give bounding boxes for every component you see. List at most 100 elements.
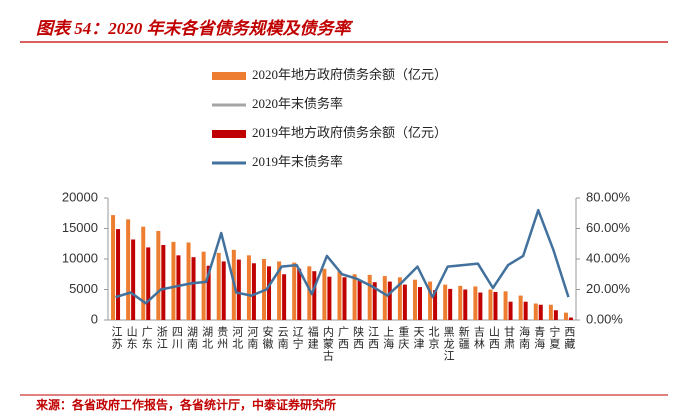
x-tick-label: 内蒙古 [321, 325, 334, 362]
bar [141, 226, 146, 320]
bar [236, 259, 241, 320]
bar [176, 255, 181, 320]
x-tick-label: 云南 [276, 326, 289, 350]
y2-tick-label: 60.00% [586, 220, 631, 235]
legend-swatch [212, 130, 246, 138]
bar [201, 251, 206, 320]
y2-tick-label: 0.00% [586, 311, 623, 326]
bar [372, 282, 377, 320]
x-tick-label: 西藏 [563, 326, 576, 350]
bar [433, 290, 438, 320]
bar [387, 281, 392, 320]
bar [327, 276, 332, 320]
bar [428, 281, 433, 320]
bar [221, 261, 226, 320]
bar [267, 266, 272, 320]
bar [186, 242, 191, 320]
bar [412, 279, 417, 320]
bar [146, 247, 151, 320]
bar [563, 312, 568, 320]
y-tick-label: 0 [91, 311, 98, 326]
legend-label: 2020年地方政府债务余额（亿元） [252, 67, 447, 82]
x-tick-label: 黑龙江 [442, 326, 455, 362]
y-tick-label: 15000 [62, 220, 98, 235]
x-tick-label: 宁夏 [548, 325, 561, 350]
bar [282, 274, 287, 320]
bar [533, 303, 538, 320]
bar [292, 262, 297, 320]
x-tick-label: 甘肃 [503, 326, 516, 350]
chart-title: 图表 54：2020 年末各省债务规模及债务率 [36, 19, 353, 38]
x-tick-label: 江西 [367, 326, 380, 350]
x-tick-label: 山西 [487, 326, 500, 350]
y-tick-label: 10000 [62, 250, 98, 265]
x-tick-label: 湖北 [201, 326, 214, 350]
x-tick-label: 江苏 [110, 326, 123, 350]
bar [488, 289, 493, 320]
x-tick-label: 天津 [412, 326, 425, 350]
y2-tick-label: 40.00% [586, 250, 631, 265]
bar [397, 277, 402, 320]
bar [568, 317, 573, 320]
legend-label: 2019年末债务率 [252, 154, 343, 169]
bar [337, 271, 342, 320]
bar [191, 257, 196, 320]
legend-label: 2020年末债务率 [252, 96, 343, 111]
bar [156, 230, 161, 320]
x-tick-label: 青海 [533, 326, 546, 350]
bar [342, 277, 347, 320]
legend-swatch [212, 72, 246, 80]
bar [322, 268, 327, 320]
bar [251, 263, 256, 320]
bar [131, 239, 136, 320]
bar [448, 288, 453, 320]
bar [312, 271, 317, 320]
source: 来源：各省政府工作报告，各省统计厅，中泰证券研究所 [35, 397, 336, 412]
x-tick-label: 四川 [170, 326, 183, 350]
bar [538, 304, 543, 320]
bar [402, 284, 407, 320]
bar [307, 266, 312, 320]
x-tick-label: 贵州 [216, 326, 229, 350]
bar [548, 304, 553, 320]
x-tick-label: 浙江 [155, 326, 168, 350]
bar [206, 265, 211, 320]
bar [357, 280, 362, 320]
x-tick-label: 河北 [231, 326, 244, 350]
x-tick-label: 辽宁 [291, 326, 304, 350]
y-tick-label: 5000 [69, 281, 98, 296]
bar [367, 274, 372, 320]
bar [518, 295, 523, 320]
x-tick-label: 安徽 [261, 325, 274, 350]
x-tick-label: 新疆 [457, 325, 470, 350]
y2-tick-label: 20.00% [586, 281, 631, 296]
bar [523, 301, 528, 320]
bar [443, 284, 448, 320]
line-series [115, 208, 570, 305]
bar [171, 241, 176, 320]
legend-label: 2019年地方政府债务余额（亿元） [252, 125, 447, 140]
bar [216, 252, 221, 320]
bar [503, 291, 508, 320]
y-tick-label: 20000 [62, 189, 98, 204]
bar [277, 261, 282, 320]
y2-tick-label: 80.00% [586, 189, 631, 204]
x-tick-label: 陕西 [352, 325, 365, 350]
x-tick-label: 广东 [140, 326, 153, 350]
x-tick-label: 广西 [336, 326, 349, 350]
x-tick-label: 吉林 [472, 326, 485, 350]
x-tick-label: 福建 [306, 325, 319, 350]
bar [161, 244, 166, 320]
bar [246, 255, 251, 320]
bar [352, 274, 357, 320]
bar [508, 301, 513, 320]
bar [382, 276, 387, 320]
bar [116, 229, 121, 320]
x-tick-label: 山东 [125, 326, 138, 350]
bar [473, 286, 478, 320]
bar [493, 291, 498, 320]
x-tick-label: 上海 [382, 326, 395, 350]
x-tick-label: 海南 [518, 325, 531, 350]
x-tick-label: 湖南 [186, 326, 199, 350]
